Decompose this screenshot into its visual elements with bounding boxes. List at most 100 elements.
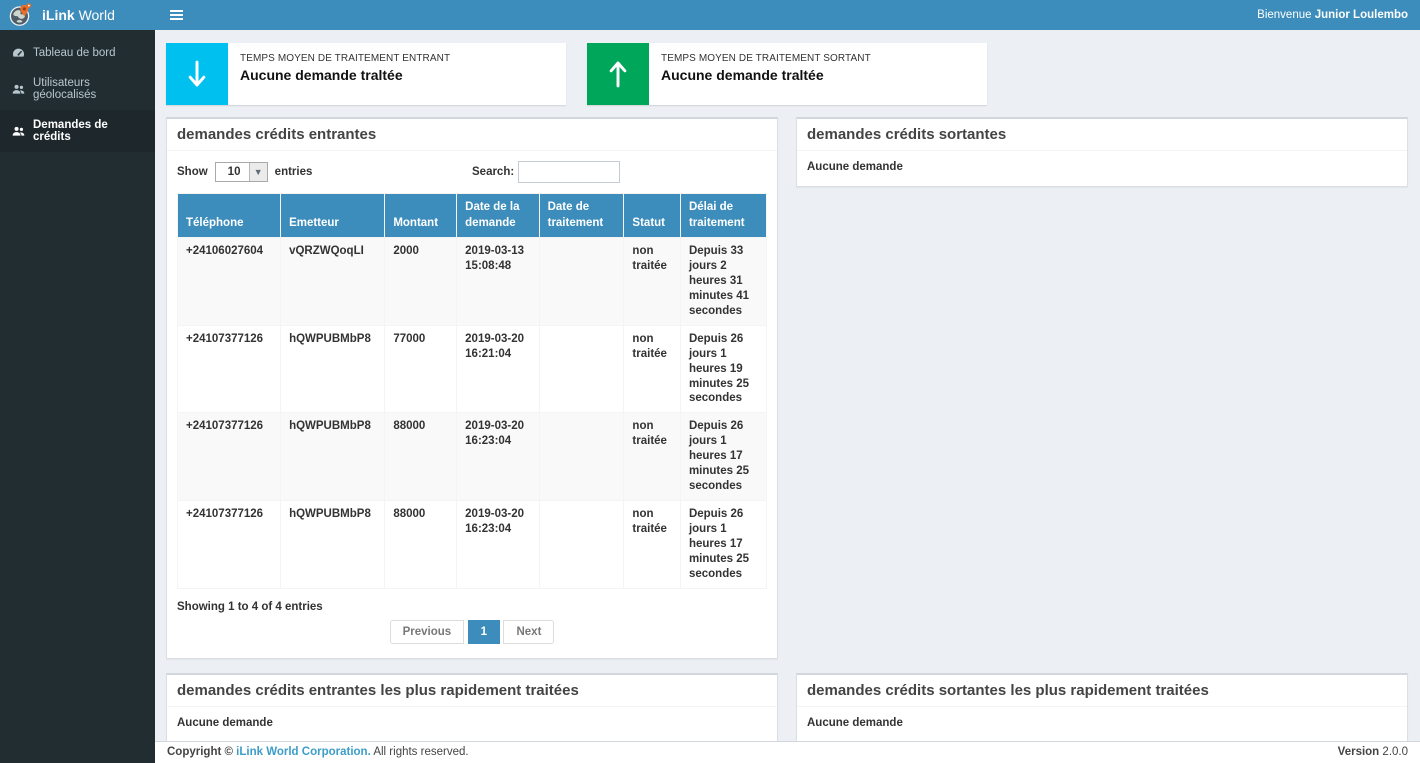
table-cell: hQWPUBMbP8 [280,412,386,502]
table-cell: non traitée [623,324,681,414]
entries-label: entries [274,166,313,178]
users-icon [12,126,25,136]
empty-message: Aucune demande [807,161,903,173]
table-row: +24107377126 hQWPUBMbP8 88000 2019-03-20 16… [176,500,768,589]
sidebar-item-demandes-de-credits[interactable]: Demandes de crédits [0,110,155,152]
brand-name: iLink World [42,7,115,23]
table-cell: +24106027604 [176,237,282,326]
panel-title: demandes crédits entrantes les plus rapi… [177,681,579,699]
table-row: +24107377126 hQWPUBMbP8 77000 2019-03-20 16… [176,324,768,414]
table-cell: Depuis 26 jours 1 heures 17 minutes 25 s… [679,500,768,589]
copyright-prefix: Copyright © [167,746,233,758]
table-cell [538,500,625,589]
requests-table: Téléphone Emetteur Montant Date de la deman… [176,192,768,589]
search-label: Search: [472,166,515,178]
column-header[interactable]: Téléphone [176,192,282,239]
welcome-username: Junior Loulembo [1314,9,1408,21]
table-cell: 2019-03-20 16:23:04 [456,412,540,502]
sidebar-item-label: Demandes de crédits [33,119,108,143]
panel-sortantes-rapides: demandes crédits sortantes les plus rapi… [796,672,1408,741]
table-cell: non traitée [623,500,681,589]
globe-pin-logo-icon [9,3,32,26]
column-header[interactable]: Date de la demande [456,192,540,239]
info-box-value: Aucune demande traltée [240,67,403,83]
table-cell: vQRZWQoqLI [280,237,386,326]
long-arrow-down-icon [188,60,206,87]
panel-title: demandes crédits sortantes [807,126,1007,143]
table-cell [538,412,625,502]
show-label: Show [177,166,208,178]
datatable-controls: Show 10 ▼ entries Search: [177,161,767,183]
copyright: Copyright © iLink World Corporation. All… [167,746,469,758]
sidebar-item-tableau-de-bord[interactable]: Tableau de bord [0,37,155,68]
table-cell: Depuis 26 jours 1 heures 19 minutes 25 s… [679,324,768,414]
main-area: Bienvenue Junior Loulembo TEMPS MOYEN DE… [155,0,1420,763]
table-summary: Showing 1 to 4 of 4 entries [177,600,323,613]
info-box-label: TEMPS MOYEN DE TRAITEMENT ENTRANT [240,53,451,64]
table-cell: Depuis 33 jours 2 heures 31 minutes 41 s… [679,237,768,326]
table-cell: hQWPUBMbP8 [280,500,386,589]
hamburger-icon [170,10,183,12]
table-cell: +24107377126 [176,412,282,502]
page-1-button[interactable]: 1 [467,619,501,644]
table-cell: 2019-03-20 16:23:04 [456,500,540,589]
page-content: TEMPS MOYEN DE TRAITEMENT ENTRANT Aucune… [155,30,1420,741]
version-value: 2.0.0 [1382,746,1408,758]
search-input[interactable] [518,161,621,183]
info-box-icon-wrap [587,43,649,105]
table-cell: 77000 [384,324,458,414]
panel-title: demandes crédits entrantes [177,126,377,143]
brand-regular: World [78,7,115,23]
column-header[interactable]: Montant [384,192,458,239]
panel-demandes-sortantes: demandes crédits sortantes Aucune demand… [796,117,1408,187]
column-header[interactable]: Emetteur [280,192,386,239]
page-size-select[interactable]: 10 [214,162,268,182]
table-cell: 2019-03-13 15:08:48 [456,237,540,326]
column-header[interactable]: Statut [623,192,681,239]
brand-logo[interactable]: iLink World [0,0,155,30]
pagination: Previous 1 Next [177,619,767,644]
sidebar-item-label: Tableau de bord [33,46,116,59]
info-box-row: TEMPS MOYEN DE TRAITEMENT ENTRANT Aucune… [166,43,1408,105]
table-cell: non traitée [623,412,681,502]
brand-bold: iLink [42,7,75,23]
column-header[interactable]: Date de traitement [538,192,625,239]
sidebar-item-utilisateurs-geolocalises[interactable]: Utilisateurs géolocalisés [0,68,155,110]
table-cell: +24107377126 [176,324,282,414]
version-label: Version [1337,746,1380,758]
empty-message: Aucune demande [807,716,903,729]
page-footer: Copyright © iLink World Corporation. All… [155,741,1420,763]
page-length-control: Show 10 ▼ entries [177,162,472,182]
panel-demandes-entrantes: demandes crédits entrantes Show 10 ▼ [166,117,778,659]
info-box-entrant: TEMPS MOYEN DE TRAITEMENT ENTRANT Aucune… [166,43,566,105]
panel-entrantes-rapides: demandes crédits entrantes les plus rapi… [166,672,778,741]
long-arrow-up-icon [609,61,627,88]
previous-page-button[interactable]: Previous [389,619,465,644]
table-cell: Depuis 26 jours 1 heures 17 minutes 25 s… [679,412,768,502]
table-cell: non traitée [623,237,681,326]
table-cell: 88000 [384,412,458,502]
info-box-sortant: TEMPS MOYEN DE TRAITEMENT SORTANT Aucune… [587,43,987,105]
company-link[interactable]: iLink World Corporation. [236,746,371,758]
top-navbar: Bienvenue Junior Loulembo [155,0,1420,30]
empty-message: Aucune demande [177,716,273,729]
table-cell: 88000 [384,500,458,589]
sidebar-toggle-button[interactable] [155,0,198,30]
table-cell: +24107377126 [176,500,282,589]
info-box-icon-wrap [166,43,228,105]
user-welcome[interactable]: Bienvenue Junior Loulembo [1257,9,1420,21]
table-cell [538,324,625,414]
table-cell [538,237,625,326]
info-box-value: Aucune demande traltée [661,67,824,83]
users-icon [12,84,25,94]
info-box-label: TEMPS MOYEN DE TRAITEMENT SORTANT [661,53,871,64]
dashboard-icon [12,48,25,57]
panel-row-main: demandes crédits entrantes Show 10 ▼ [166,117,1408,659]
sidebar-menu: Tableau de bord Utilisateurs géolocalisé… [0,30,155,152]
column-header[interactable]: Délai de traitement [679,192,768,239]
table-row: +24107377126 hQWPUBMbP8 88000 2019-03-20 16… [176,412,768,502]
welcome-prefix: Bienvenue [1257,9,1312,21]
requests-table-body: +24106027604 vQRZWQoqLI 2000 2019-03-13 15:… [176,237,768,589]
next-page-button[interactable]: Next [503,619,555,644]
table-row: +24106027604 vQRZWQoqLI 2000 2019-03-13 15:… [176,237,768,326]
